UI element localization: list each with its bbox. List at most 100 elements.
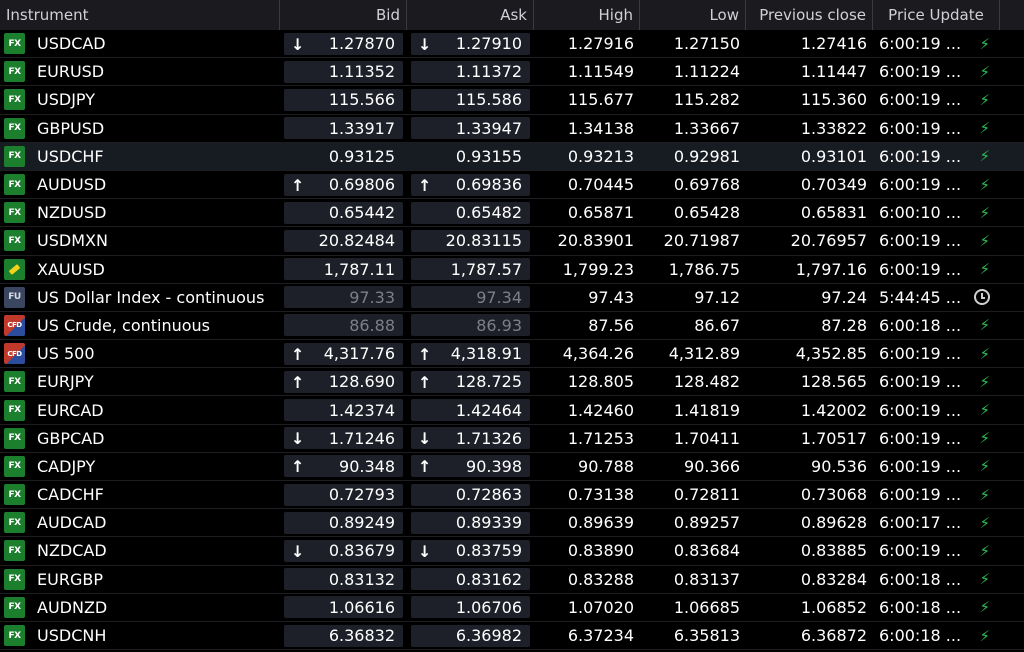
bid-price-button[interactable]: 1.06616	[284, 596, 403, 619]
bid-cell[interactable]: 1.06616	[280, 594, 407, 621]
table-row[interactable]: FX NZDCAD ↓ 0.83679 ↓ 0.83759 0.83890 0.83684 0.…	[0, 537, 1024, 566]
bid-price-button[interactable]: 1.11352	[284, 60, 403, 83]
table-row[interactable]: FX USDCNH 6.36832 6.36982 6.37234 6.35813 6.36…	[0, 622, 1024, 651]
bid-cell[interactable]: ↑ 90.348	[280, 453, 407, 480]
table-row[interactable]: FX NZDUSD 0.65442 0.65482 0.65871 0.65428 0.65…	[0, 199, 1024, 228]
bid-cell[interactable]: 0.72793	[280, 481, 407, 508]
ask-cell[interactable]: ↑ 90.398	[407, 453, 534, 480]
bid-cell[interactable]: 1.11352	[280, 58, 407, 85]
ask-cell[interactable]: 1.33947	[407, 115, 534, 142]
ask-price-button[interactable]: 1.06706	[411, 596, 530, 619]
ask-price-button[interactable]: 97.34	[411, 286, 530, 309]
bid-cell[interactable]: ↓ 0.83679	[280, 537, 407, 564]
table-row[interactable]: CFD US 500 ↑ 4,317.76 ↑ 4,318.91 4,364.26 4,312…	[0, 340, 1024, 369]
ask-cell[interactable]: 1.06706	[407, 594, 534, 621]
ask-cell[interactable]: 97.34	[407, 284, 534, 311]
ask-cell[interactable]: ↓ 1.71326	[407, 425, 534, 452]
header-bid[interactable]: Bid	[280, 0, 407, 30]
bid-cell[interactable]: 86.88	[280, 312, 407, 339]
ask-cell[interactable]: 0.65482	[407, 199, 534, 226]
header-instrument[interactable]: Instrument	[0, 0, 280, 30]
bid-cell[interactable]: 1.33917	[280, 115, 407, 142]
header-ask[interactable]: Ask	[407, 0, 534, 30]
ask-cell[interactable]: 1.11372	[407, 58, 534, 85]
bid-cell[interactable]: 115.566	[280, 86, 407, 113]
table-row[interactable]: CFD US Crude, continuous 86.88 86.93 87.56 86…	[0, 312, 1024, 341]
bid-cell[interactable]: 1,787.11	[280, 256, 407, 283]
table-row[interactable]: FX EURGBP 0.83132 0.83162 0.83288 0.83137 0.83…	[0, 566, 1024, 594]
ask-price-button[interactable]: 0.89339	[411, 511, 530, 534]
table-row[interactable]: FX AUDUSD ↑ 0.69806 ↑ 0.69836 0.70445 0.69768 0.…	[0, 171, 1024, 200]
ask-price-button[interactable]: 86.93	[411, 314, 530, 337]
bid-cell[interactable]: 0.83132	[280, 566, 407, 593]
table-row[interactable]: FX CADCHF 0.72793 0.72863 0.73138 0.72811 0.73…	[0, 481, 1024, 510]
ask-cell[interactable]: ↑ 128.725	[407, 368, 534, 395]
ask-price-button[interactable]: 0.93155	[411, 145, 530, 167]
ask-cell[interactable]: 0.83162	[407, 566, 534, 593]
ask-price-button[interactable]: ↓ 1.71326	[411, 427, 530, 450]
bid-price-button[interactable]: 6.36832	[284, 624, 403, 647]
header-price-update[interactable]: Price Update	[873, 0, 1000, 30]
table-row[interactable]: FX USDMXN 20.82484 20.83115 20.83901 20.71987…	[0, 227, 1024, 256]
ask-price-button[interactable]: 115.586	[411, 88, 530, 111]
header-high[interactable]: High	[534, 0, 640, 30]
bid-price-button[interactable]: 97.33	[284, 286, 403, 309]
table-row[interactable]: FX CADJPY ↑ 90.348 ↑ 90.398 90.788 90.366 90.536…	[0, 453, 1024, 481]
bid-cell[interactable]: 97.33	[280, 284, 407, 311]
ask-cell[interactable]: 115.586	[407, 86, 534, 113]
ask-cell[interactable]: 1,787.57	[407, 256, 534, 283]
ask-cell[interactable]: ↓ 1.27910	[407, 30, 534, 57]
table-row[interactable]: FX EURJPY ↑ 128.690 ↑ 128.725 128.805 128.482 12…	[0, 368, 1024, 397]
ask-price-button[interactable]: 20.83115	[411, 229, 530, 252]
table-row[interactable]: FX USDCAD ↓ 1.27870 ↓ 1.27910 1.27916 1.27150 1.…	[0, 30, 1024, 59]
bid-price-button[interactable]: 0.83132	[284, 568, 403, 591]
table-row[interactable]: XAUUSD 1,787.11 1,787.57 1,799.23 1,786.75 1,…	[0, 256, 1024, 284]
table-row[interactable]: FX USDCHF 0.93125 0.93155 0.93213 0.92981 0.93…	[0, 142, 1024, 171]
table-row[interactable]: FX AUDNZD 1.06616 1.06706 1.07020 1.06685 1.06…	[0, 594, 1024, 622]
bid-price-button[interactable]: 0.72793	[284, 483, 403, 506]
ask-cell[interactable]: 0.93155	[407, 143, 534, 170]
bid-price-button[interactable]: 0.93125	[284, 145, 403, 167]
ask-price-button[interactable]: 1.11372	[411, 60, 530, 83]
bid-cell[interactable]: 1.42374	[280, 396, 407, 423]
bid-price-button[interactable]: ↓ 0.83679	[284, 539, 403, 562]
bid-price-button[interactable]: 20.82484	[284, 229, 403, 252]
bid-cell[interactable]: ↑ 128.690	[280, 368, 407, 395]
ask-price-button[interactable]: 0.83162	[411, 568, 530, 591]
bid-price-button[interactable]: ↓ 1.27870	[284, 32, 403, 55]
bid-price-button[interactable]: 1.33917	[284, 117, 403, 140]
ask-cell[interactable]: ↑ 4,318.91	[407, 340, 534, 367]
table-row[interactable]: FX USDJPY 115.566 115.586 115.677 115.282 115.…	[0, 86, 1024, 115]
ask-price-button[interactable]: ↓ 1.27910	[411, 32, 530, 55]
bid-price-button[interactable]: 1,787.11	[284, 258, 403, 281]
bid-price-button[interactable]: ↑ 128.690	[284, 370, 403, 393]
bid-price-button[interactable]: 0.89249	[284, 511, 403, 534]
ask-price-button[interactable]: 1.42464	[411, 399, 530, 422]
table-row[interactable]: FX GBPCAD ↓ 1.71246 ↓ 1.71326 1.71253 1.70411 1.…	[0, 425, 1024, 453]
bid-cell[interactable]: ↓ 1.71246	[280, 425, 407, 452]
ask-cell[interactable]: 1.42464	[407, 396, 534, 423]
header-low[interactable]: Low	[640, 0, 746, 30]
bid-price-button[interactable]: ↑ 90.348	[284, 455, 403, 478]
ask-price-button[interactable]: ↑ 0.69836	[411, 173, 530, 196]
bid-price-button[interactable]: ↓ 1.71246	[284, 427, 403, 450]
table-row[interactable]: FX EURUSD 1.11352 1.11372 1.11549 1.11224 1.11…	[0, 58, 1024, 87]
bid-price-button[interactable]: 1.42374	[284, 399, 403, 422]
table-row[interactable]: FX GBPUSD 1.33917 1.33947 1.34138 1.33667 1.33…	[0, 115, 1024, 143]
ask-price-button[interactable]: 1,787.57	[411, 258, 530, 281]
ask-price-button[interactable]: ↑ 4,318.91	[411, 342, 530, 365]
ask-cell[interactable]: 0.89339	[407, 509, 534, 536]
ask-price-button[interactable]: 6.36982	[411, 624, 530, 647]
ask-price-button[interactable]: 0.65482	[411, 201, 530, 224]
table-row[interactable]: FX EURCAD 1.42374 1.42464 1.42460 1.41819 1.42…	[0, 396, 1024, 425]
bid-cell[interactable]: 0.89249	[280, 509, 407, 536]
bid-cell[interactable]: 0.65442	[280, 199, 407, 226]
ask-price-button[interactable]: ↑ 90.398	[411, 455, 530, 478]
bid-cell[interactable]: 6.36832	[280, 622, 407, 649]
bid-price-button[interactable]: ↑ 0.69806	[284, 173, 403, 196]
ask-price-button[interactable]: ↓ 0.83759	[411, 539, 530, 562]
bid-cell[interactable]: ↓ 1.27870	[280, 30, 407, 57]
ask-cell[interactable]: 20.83115	[407, 227, 534, 254]
bid-cell[interactable]: 0.93125	[280, 143, 407, 170]
ask-price-button[interactable]: 0.72863	[411, 483, 530, 506]
